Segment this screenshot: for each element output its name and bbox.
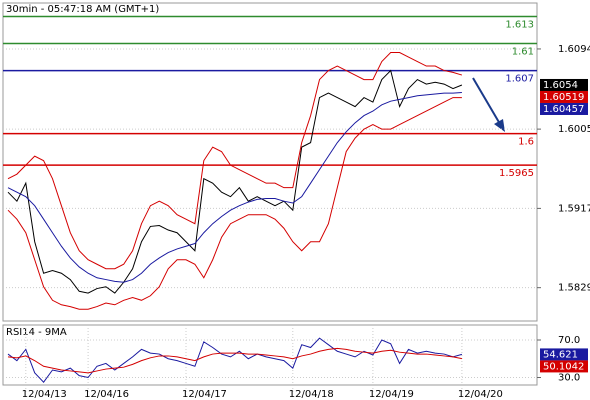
- arrow: [472, 77, 501, 125]
- price-label: 1.60519: [543, 92, 584, 103]
- x-tick-label: 12/04/18: [289, 389, 334, 400]
- y-tick-label: 1.6005: [558, 124, 590, 135]
- level-label: 1.607: [505, 74, 534, 85]
- price-label: 1.60457: [543, 104, 584, 115]
- price-box: [540, 90, 588, 103]
- price-box: [540, 348, 588, 361]
- series-line: [7, 337, 463, 383]
- price-box: [540, 102, 588, 115]
- chart-title: 30min - 05:47:18 AM (GMT+1): [6, 4, 159, 15]
- level-label: 1.6: [518, 137, 534, 148]
- series-line: [7, 97, 462, 310]
- price-label: 1.6054: [543, 80, 578, 91]
- price-box: [540, 360, 588, 373]
- series-line: [7, 52, 463, 270]
- series-line: [7, 347, 462, 374]
- y-tick-label: 70.0: [558, 335, 580, 346]
- x-tick-label: 12/04/19: [369, 389, 414, 400]
- y-tick-label: 1.6094: [558, 44, 590, 55]
- series-line: [7, 69, 463, 294]
- level-label: 1.613: [505, 20, 534, 31]
- y-tick-label: 30.0: [558, 373, 580, 384]
- level-label: 1.5965: [499, 168, 534, 179]
- x-tick-label: 12/04/16: [84, 389, 129, 400]
- price-box: [540, 78, 588, 91]
- price-label: 54.621: [543, 349, 578, 360]
- x-tick-label: 12/04/13: [22, 389, 67, 400]
- arrow-head: [494, 119, 505, 132]
- level-label: 1.61: [512, 47, 534, 58]
- price-panel: [2, 2, 538, 322]
- price-label: 50.1042: [543, 361, 584, 372]
- x-tick-label: 12/04/20: [458, 389, 503, 400]
- y-tick-label: 1.5917: [558, 203, 590, 214]
- x-tick-label: 12/04/17: [182, 389, 227, 400]
- y-tick-label: 1.5829: [558, 283, 590, 294]
- series-line: [7, 91, 462, 283]
- rsi-title: RSI14 - 9MA: [6, 327, 67, 338]
